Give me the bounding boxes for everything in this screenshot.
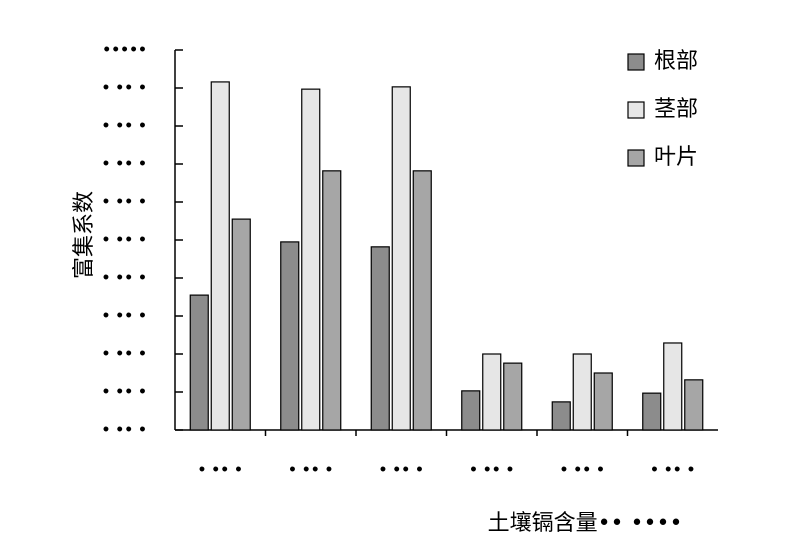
legend-swatch (627, 101, 645, 119)
y-tick-label: • •• • (101, 194, 147, 210)
legend-label: 根部 (654, 49, 698, 74)
y-tick-label: • •• • (101, 156, 147, 172)
bar (461, 390, 481, 431)
y-axis-label: 富集系数 (72, 191, 97, 279)
bar (412, 170, 432, 431)
y-tick-label: • •• • (101, 384, 147, 400)
y-tick-label: • •• • (101, 80, 147, 96)
bar (301, 88, 321, 431)
bar (280, 241, 300, 431)
x-tick-label: • •• • (197, 462, 243, 478)
bar (572, 353, 592, 431)
y-tick-label: • •• • (101, 422, 147, 438)
x-tick-label: • •• • (469, 462, 515, 478)
legend-label: 茎部 (654, 97, 698, 122)
x-tick-label: • •• • (378, 462, 424, 478)
bar (593, 372, 613, 431)
bar (684, 379, 704, 431)
y-tick-label: • •• • (101, 346, 147, 362)
legend-label: 叶片 (654, 145, 698, 170)
bar (503, 362, 523, 431)
bar (231, 218, 251, 431)
bar (551, 401, 571, 431)
x-tick-label: • •• • (288, 462, 334, 478)
x-tick-label: • •• • (650, 462, 696, 478)
y-tick-label: ••••• (102, 42, 147, 58)
bar (322, 170, 342, 431)
x-axis-label: 土壤镉含量•• •••• (488, 511, 683, 536)
x-tick-label: • •• • (559, 462, 605, 478)
bar (189, 294, 209, 431)
legend-swatch (627, 53, 645, 71)
bar (663, 342, 683, 431)
y-tick-label: • •• • (101, 118, 147, 134)
y-tick-label: • •• • (101, 232, 147, 248)
bar (210, 81, 230, 431)
y-tick-label: • •• • (101, 308, 147, 324)
legend-swatch (627, 149, 645, 167)
y-tick-label: • •• • (101, 270, 147, 286)
bar (482, 353, 502, 431)
bar (370, 246, 390, 431)
bar (642, 392, 662, 431)
bar (391, 86, 411, 431)
